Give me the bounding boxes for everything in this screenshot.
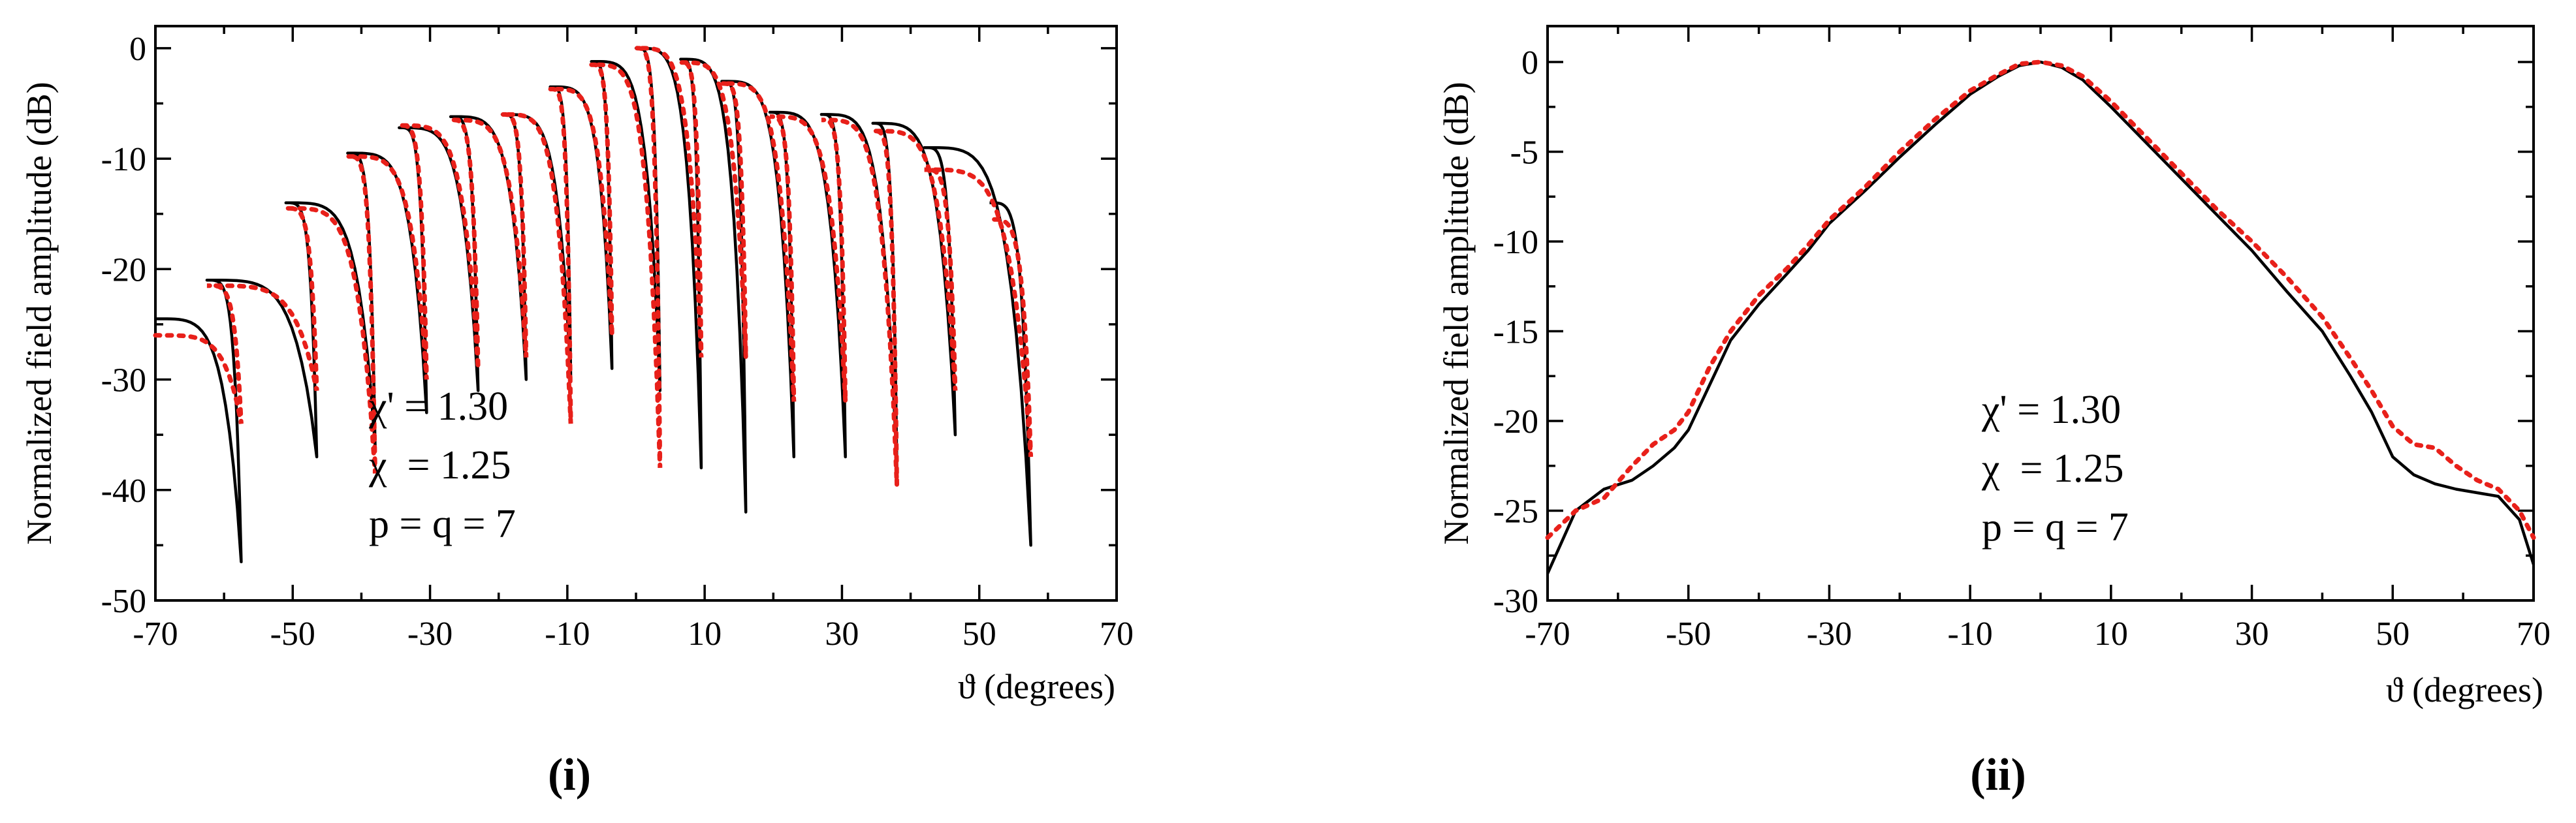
y-tick-label: -30 xyxy=(101,362,146,399)
x-tick-label: 50 xyxy=(962,615,996,653)
y-tick-label: -40 xyxy=(101,473,146,510)
plot-frame xyxy=(154,25,1118,602)
y-axis-title: Normalized field amplitude (dB) xyxy=(1437,82,1476,544)
series-line-red-dotted xyxy=(153,46,1034,485)
y-tick-label: -5 xyxy=(1510,134,1538,172)
panel-label-i: (i) xyxy=(548,750,591,800)
x-tick-label: -70 xyxy=(133,615,178,653)
axis-ticks xyxy=(154,26,1118,602)
panel-label-ii: (ii) xyxy=(1970,750,2026,800)
x-tick-label: -10 xyxy=(1947,615,1992,653)
x-tick-label: -50 xyxy=(270,615,315,653)
series-group xyxy=(1545,59,2536,574)
x-tick-label: 10 xyxy=(688,615,722,653)
x-tick-label: 30 xyxy=(2235,615,2269,653)
x-axis-title: ϑ (degrees) xyxy=(958,667,1115,706)
annotation-chi-prime: χ' = 1.30 xyxy=(1981,388,2121,432)
series-group xyxy=(153,46,1034,564)
series-line-black-solid xyxy=(1546,60,2536,574)
annotation-pq: p = q = 7 xyxy=(369,502,516,546)
y-axis-title: Normalized field amplitude (dB) xyxy=(20,82,59,544)
x-tick-label: -30 xyxy=(1807,615,1852,653)
y-tick-labels: -30 -25 -20 -15 -10 -5 0 xyxy=(1493,44,1538,620)
y-tick-label: -10 xyxy=(101,141,146,178)
x-tick-label: -50 xyxy=(1666,615,1711,653)
chart-panel-i: -70 -50 -30 -10 10 30 50 70 -50-40-30-20-100 No… xyxy=(20,25,1134,800)
x-tick-label: 70 xyxy=(2517,615,2551,653)
y-tick-label: -20 xyxy=(1493,403,1538,441)
x-tick-label: 70 xyxy=(1100,615,1134,653)
y-tick-label: 0 xyxy=(1521,44,1538,82)
x-tick-labels: -70 -50 -30 -10 10 30 50 70 xyxy=(133,615,1134,653)
y-tick-label: -15 xyxy=(1493,314,1538,351)
annotation-pq: p = q = 7 xyxy=(1982,505,2129,550)
y-tick-label: -10 xyxy=(1493,224,1538,261)
y-tick-label: -20 xyxy=(101,251,146,288)
y-tick-label: -25 xyxy=(1493,493,1538,531)
x-tick-label: -70 xyxy=(1525,615,1570,653)
annotation-chi: χ = 1.25 xyxy=(368,443,511,488)
x-tick-label: 10 xyxy=(2094,615,2128,653)
series-line-red-dotted xyxy=(1545,59,2536,540)
x-tick-labels: -70 -50 -30 -10 10 30 50 70 xyxy=(1525,615,2551,653)
y-tick-labels: -50 -40 -30 -20 -10 0 xyxy=(101,31,146,620)
y-tick-label: -30 xyxy=(1493,583,1538,620)
x-axis-title: ϑ (degrees) xyxy=(2386,670,2543,709)
x-tick-label: 30 xyxy=(825,615,859,653)
y-tick-label: 0 xyxy=(129,31,146,68)
chart-panel-ii: -70 -50 -30 -10 10 30 50 70 -30-25-20-15-10-50 … xyxy=(1437,25,2551,800)
x-tick-label: 50 xyxy=(2376,615,2409,653)
y-tick-label: -50 xyxy=(101,583,146,620)
x-tick-label: -10 xyxy=(545,615,590,653)
annotation-chi: χ = 1.25 xyxy=(1981,446,2123,491)
annotation-chi-prime: χ' = 1.30 xyxy=(368,384,508,429)
x-tick-label: -30 xyxy=(407,615,453,653)
